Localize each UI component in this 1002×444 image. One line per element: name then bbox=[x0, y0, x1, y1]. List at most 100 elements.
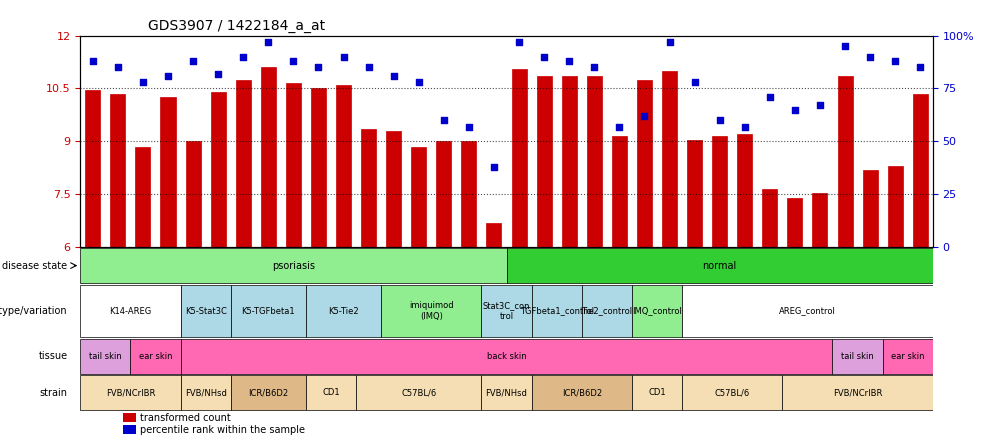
FancyBboxPatch shape bbox=[782, 375, 932, 410]
FancyBboxPatch shape bbox=[531, 285, 581, 337]
Text: psoriasis: psoriasis bbox=[272, 261, 315, 270]
Point bbox=[84, 57, 100, 64]
Point bbox=[511, 38, 527, 45]
Bar bbox=[506, 248, 932, 283]
Bar bbox=[912, 94, 927, 247]
Bar bbox=[762, 189, 777, 247]
Point bbox=[912, 64, 928, 71]
Bar bbox=[123, 425, 135, 434]
FancyBboxPatch shape bbox=[681, 375, 782, 410]
Bar bbox=[486, 223, 501, 247]
Text: K5-TGFbeta1: K5-TGFbeta1 bbox=[241, 306, 295, 316]
FancyBboxPatch shape bbox=[180, 339, 832, 374]
Text: K5-Stat3C: K5-Stat3C bbox=[184, 306, 226, 316]
Point bbox=[335, 53, 352, 60]
Bar bbox=[361, 129, 376, 247]
Point bbox=[735, 123, 752, 130]
FancyBboxPatch shape bbox=[356, 375, 481, 410]
Bar bbox=[812, 193, 827, 247]
Point bbox=[837, 43, 853, 50]
Point bbox=[184, 57, 200, 64]
Point bbox=[261, 38, 277, 45]
FancyBboxPatch shape bbox=[80, 285, 180, 337]
Text: FVB/NCrIBR: FVB/NCrIBR bbox=[105, 388, 155, 397]
Bar bbox=[837, 76, 852, 247]
Bar bbox=[862, 170, 877, 247]
Text: FVB/NHsd: FVB/NHsd bbox=[184, 388, 226, 397]
Point bbox=[486, 163, 502, 170]
Text: strain: strain bbox=[39, 388, 67, 398]
Bar bbox=[311, 88, 326, 247]
FancyBboxPatch shape bbox=[80, 375, 180, 410]
Bar bbox=[787, 198, 802, 247]
Text: CD1: CD1 bbox=[647, 388, 665, 397]
Point bbox=[611, 123, 627, 130]
Point bbox=[711, 117, 727, 124]
FancyBboxPatch shape bbox=[882, 339, 932, 374]
Point bbox=[160, 72, 176, 79]
Point bbox=[762, 93, 778, 100]
Text: K14-AREG: K14-AREG bbox=[109, 306, 151, 316]
Bar bbox=[636, 79, 651, 247]
Bar bbox=[135, 147, 150, 247]
Point bbox=[436, 117, 452, 124]
Text: percentile rank within the sample: percentile rank within the sample bbox=[140, 425, 305, 435]
Point bbox=[862, 53, 878, 60]
Bar bbox=[411, 147, 426, 247]
Text: imiquimod
(IMQ): imiquimod (IMQ) bbox=[409, 301, 453, 321]
Point bbox=[812, 102, 828, 109]
Point bbox=[311, 64, 327, 71]
FancyBboxPatch shape bbox=[230, 375, 306, 410]
Bar bbox=[436, 142, 451, 247]
Point bbox=[286, 57, 302, 64]
Bar bbox=[586, 76, 601, 247]
FancyBboxPatch shape bbox=[130, 339, 180, 374]
Text: AREG_control: AREG_control bbox=[779, 306, 835, 316]
FancyBboxPatch shape bbox=[631, 375, 681, 410]
FancyBboxPatch shape bbox=[631, 285, 681, 337]
Text: TGFbeta1_control: TGFbeta1_control bbox=[519, 306, 593, 316]
Bar bbox=[123, 413, 135, 422]
FancyBboxPatch shape bbox=[531, 375, 631, 410]
Text: Stat3C_con
trol: Stat3C_con trol bbox=[482, 301, 530, 321]
FancyBboxPatch shape bbox=[80, 339, 130, 374]
Text: disease state: disease state bbox=[2, 261, 67, 270]
Text: ICR/B6D2: ICR/B6D2 bbox=[561, 388, 601, 397]
Text: ear skin: ear skin bbox=[890, 352, 924, 361]
Point bbox=[686, 79, 702, 86]
FancyBboxPatch shape bbox=[481, 375, 531, 410]
Bar bbox=[235, 79, 250, 247]
FancyBboxPatch shape bbox=[581, 285, 631, 337]
Text: genotype/variation: genotype/variation bbox=[0, 306, 67, 316]
Bar bbox=[160, 97, 175, 247]
Text: tail skin: tail skin bbox=[841, 352, 873, 361]
Text: tissue: tissue bbox=[38, 351, 67, 361]
FancyBboxPatch shape bbox=[306, 375, 356, 410]
Bar bbox=[561, 76, 576, 247]
Point bbox=[636, 112, 652, 119]
FancyBboxPatch shape bbox=[481, 285, 531, 337]
Bar bbox=[85, 90, 100, 247]
Text: CD1: CD1 bbox=[322, 388, 340, 397]
Bar bbox=[336, 85, 351, 247]
Bar bbox=[210, 92, 225, 247]
Bar bbox=[511, 69, 526, 247]
Text: transformed count: transformed count bbox=[140, 412, 230, 423]
Bar bbox=[386, 131, 401, 247]
Bar bbox=[536, 76, 551, 247]
Point bbox=[110, 64, 126, 71]
Text: tail skin: tail skin bbox=[89, 352, 121, 361]
Text: C57BL/6: C57BL/6 bbox=[713, 388, 749, 397]
Bar bbox=[711, 136, 726, 247]
Bar bbox=[185, 142, 200, 247]
FancyBboxPatch shape bbox=[681, 285, 932, 337]
Text: C57BL/6: C57BL/6 bbox=[401, 388, 436, 397]
Point bbox=[535, 53, 551, 60]
Point bbox=[661, 38, 677, 45]
Point bbox=[385, 72, 401, 79]
FancyBboxPatch shape bbox=[381, 285, 481, 337]
Bar bbox=[736, 135, 752, 247]
FancyBboxPatch shape bbox=[832, 339, 882, 374]
Text: FVB/NHsd: FVB/NHsd bbox=[485, 388, 527, 397]
Point bbox=[134, 79, 150, 86]
